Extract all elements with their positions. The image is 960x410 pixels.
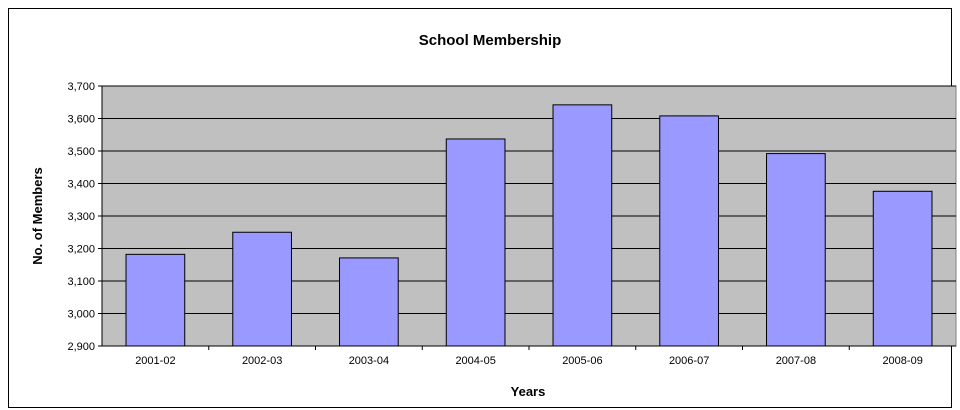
bar-2007-08	[766, 153, 826, 347]
x-axis-ticks: 2001-02 2002-03 2003-04 2004-05 2005-06 2006-…	[135, 346, 923, 367]
bar-2002-03	[232, 231, 292, 347]
y-tick-label: 3,300	[67, 211, 95, 223]
bar-2003-04	[339, 257, 399, 347]
x-axis-title: Years	[511, 384, 546, 399]
bar-2001-02	[125, 253, 186, 347]
chart-title: School Membership	[419, 32, 562, 49]
y-axis-ticks: 2,900 3,000 3,100 3,200 3,300 3,400 3,500 3,600…	[67, 81, 102, 353]
bar-2006-07	[659, 115, 719, 347]
x-tick-label: 2004-05	[455, 355, 495, 367]
y-tick-label: 3,100	[67, 276, 95, 288]
y-tick-label: 3,000	[67, 309, 95, 321]
bar-2005-06	[552, 104, 613, 347]
y-tick-label: 3,700	[67, 81, 95, 93]
y-tick-label: 3,200	[67, 244, 95, 256]
x-tick-label: 2008-09	[882, 355, 922, 367]
x-tick-label: 2005-06	[562, 355, 602, 367]
y-axis-title: No. of Members	[30, 167, 45, 265]
y-tick-label: 3,500	[67, 146, 95, 158]
y-tick-label: 3,400	[67, 179, 95, 191]
x-tick-label: 2002-03	[242, 355, 282, 367]
bar-2008-09	[872, 190, 933, 347]
y-tick-label: 2,900	[67, 341, 95, 353]
bars	[125, 104, 933, 347]
x-tick-label: 2007-08	[776, 355, 816, 367]
x-tick-label: 2006-07	[669, 355, 709, 367]
y-tick-label: 3,600	[67, 114, 95, 126]
x-tick-label: 2001-02	[135, 355, 175, 367]
x-tick-label: 2003-04	[349, 355, 389, 367]
bar-2004-05	[445, 138, 506, 347]
